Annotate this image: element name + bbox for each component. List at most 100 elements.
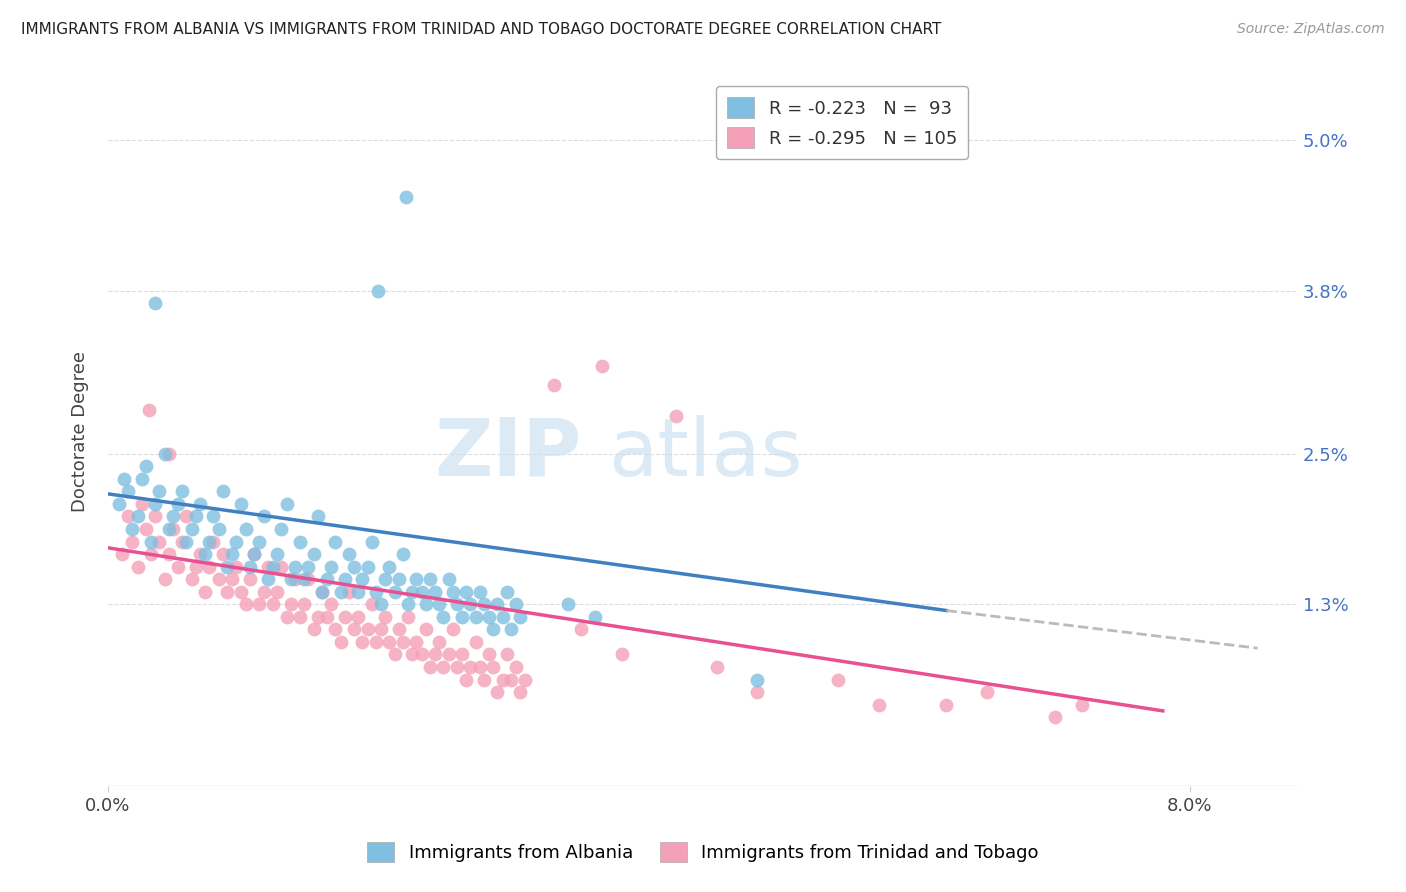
Point (405, 635, 427, 649)
Point (405, 572, 427, 586)
Point (364, 584, 387, 599)
Point (252, 509, 274, 524)
Point (425, 648, 447, 662)
Point (333, 572, 356, 586)
Legend: Immigrants from Albania, Immigrants from Trinidad and Tobago: Immigrants from Albania, Immigrants from… (360, 834, 1046, 870)
Point (364, 635, 387, 649)
Point (427, 597, 450, 611)
Point (276, 609, 298, 624)
Point (747, 685, 769, 699)
Point (184, 559, 207, 574)
Point (384, 584, 406, 599)
Point (208, 572, 231, 586)
Point (249, 597, 271, 611)
Point (157, 547, 180, 561)
Point (162, 522, 184, 536)
Point (176, 509, 198, 524)
Point (543, 377, 565, 392)
Point (356, 559, 378, 574)
Text: Source: ZipAtlas.com: Source: ZipAtlas.com (1237, 22, 1385, 37)
Point (451, 648, 474, 662)
Point (747, 673, 769, 687)
Point (194, 584, 217, 599)
Point (425, 584, 447, 599)
Point (415, 597, 437, 611)
Point (221, 572, 243, 586)
Point (143, 509, 166, 524)
Point (1043, 710, 1066, 724)
Point (148, 484, 170, 499)
Point (378, 635, 401, 649)
Point (198, 559, 221, 574)
Point (360, 534, 382, 549)
Point (297, 559, 319, 574)
Point (117, 484, 139, 499)
Text: IMMIGRANTS FROM ALBANIA VS IMMIGRANTS FROM TRINIDAD AND TOBAGO DOCTORATE DEGREE : IMMIGRANTS FROM ALBANIA VS IMMIGRANTS FR… (21, 22, 942, 37)
Point (391, 547, 413, 561)
Point (827, 673, 849, 687)
Point (249, 534, 271, 549)
Point (176, 534, 198, 549)
Point (131, 497, 153, 511)
Point (288, 609, 311, 624)
Point (270, 522, 292, 536)
Point (229, 497, 252, 511)
Point (188, 497, 211, 511)
Point (302, 623, 325, 637)
Point (266, 584, 288, 599)
Point (976, 685, 998, 699)
Point (496, 648, 519, 662)
Point (323, 534, 346, 549)
Point (370, 623, 392, 637)
Point (468, 660, 491, 674)
Point (437, 648, 460, 662)
Point (153, 572, 176, 586)
Point (499, 673, 522, 687)
Point (411, 584, 433, 599)
Point (266, 547, 288, 561)
Point (456, 584, 478, 599)
Point (441, 623, 464, 637)
Text: ZIP: ZIP (434, 415, 581, 492)
Point (215, 559, 238, 574)
Point (256, 559, 278, 574)
Point (221, 547, 243, 561)
Point (239, 559, 262, 574)
Point (610, 648, 633, 662)
Point (411, 648, 433, 662)
Point (401, 584, 423, 599)
Point (316, 609, 339, 624)
Point (499, 623, 522, 637)
Point (212, 484, 235, 499)
Point (235, 597, 257, 611)
Point (148, 534, 170, 549)
Point (347, 609, 370, 624)
Point (591, 359, 613, 373)
Point (478, 609, 501, 624)
Point (212, 547, 235, 561)
Point (110, 547, 132, 561)
Point (188, 547, 211, 561)
Point (370, 597, 392, 611)
Point (292, 572, 315, 586)
Point (492, 673, 515, 687)
Point (262, 559, 284, 574)
Point (415, 623, 437, 637)
Point (135, 459, 157, 474)
Point (460, 660, 482, 674)
Point (202, 509, 225, 524)
Point (360, 597, 382, 611)
Point (194, 547, 217, 561)
Point (112, 472, 135, 486)
Point (262, 597, 284, 611)
Point (401, 648, 423, 662)
Point (280, 597, 302, 611)
Point (419, 660, 441, 674)
Point (1070, 698, 1092, 712)
Point (167, 559, 190, 574)
Point (446, 597, 468, 611)
Point (143, 296, 166, 310)
Point (352, 572, 374, 586)
Point (172, 484, 194, 499)
Point (352, 635, 374, 649)
